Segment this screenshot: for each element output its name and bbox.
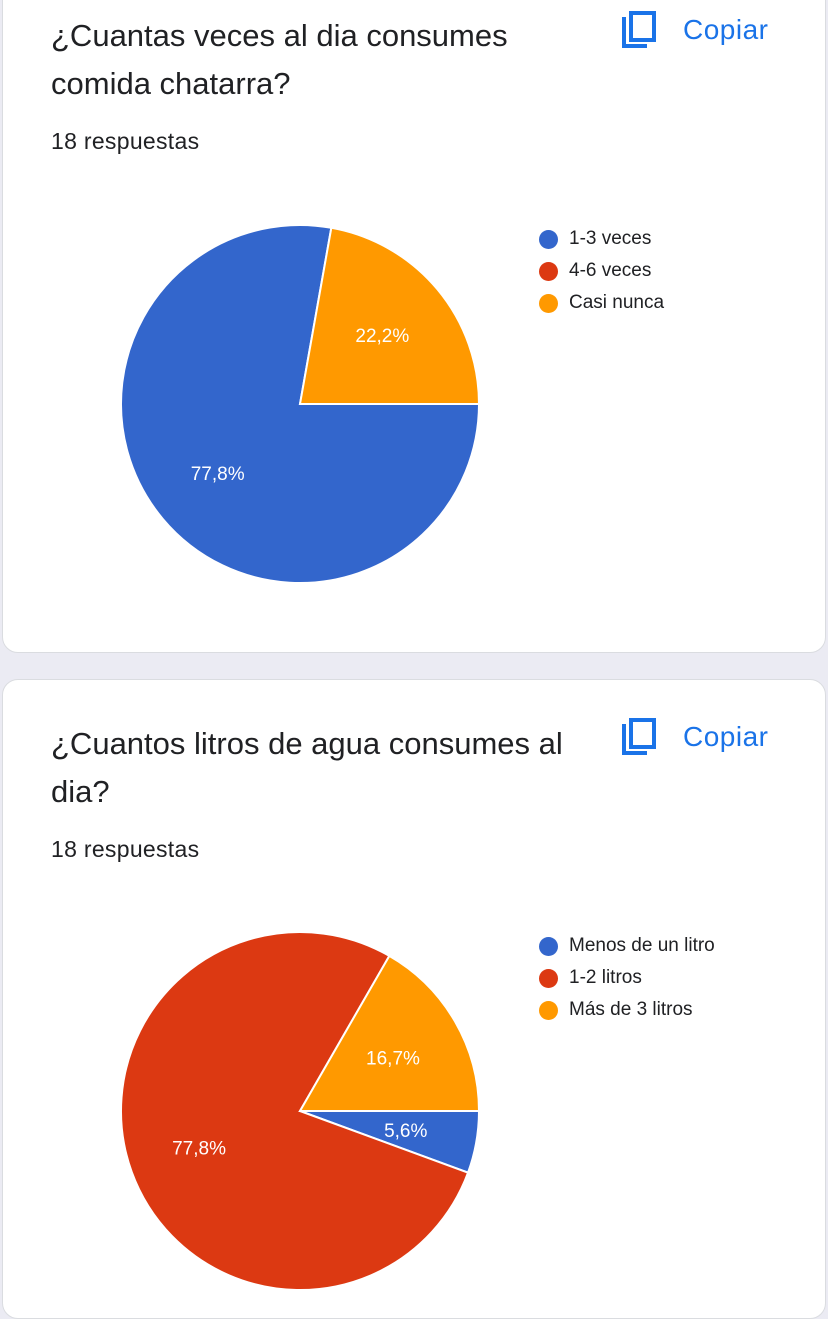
pie-chart: 5,6% 77,8% 16,7%	[120, 931, 481, 1291]
pie-slice-1-2-litros[interactable]	[120, 931, 470, 1291]
legend-item-4-6-veces[interactable]: 4-6 veces	[539, 255, 664, 287]
question-title: ¿Cuantos litros de agua consumes al dia?	[51, 726, 563, 809]
copy-icon	[621, 11, 657, 49]
legend-swatch	[539, 229, 558, 249]
legend-label: 1-2 litros	[569, 967, 642, 988]
response-count: 18 respuestas	[51, 836, 200, 862]
legend-swatch	[539, 1000, 558, 1020]
pie-value-label-1-3-veces: 77,8%	[191, 464, 245, 485]
legend-swatch	[539, 936, 558, 956]
pie-slice-1-3-veces[interactable]	[120, 224, 481, 584]
legend-label: Menos de un litro	[569, 935, 715, 956]
copy-label: Copiar	[683, 14, 769, 45]
legend-item-mas-de-3-litros[interactable]: Más de 3 litros	[539, 994, 715, 1026]
copy-chart-button[interactable]: Copiar	[621, 718, 768, 756]
legend-swatch	[539, 261, 558, 281]
legend-swatch	[539, 293, 558, 313]
response-count: 18 respuestas	[51, 128, 200, 154]
chart-legend: 1-3 veces 4-6 veces Casi nunca	[539, 223, 664, 319]
pie-value-label-casi-nunca: 22,2%	[355, 326, 409, 347]
copy-chart-button[interactable]: Copiar	[621, 11, 768, 49]
question-card-water: ¿Cuantos litros de agua consumes al dia?…	[2, 679, 826, 1319]
pie-value-label-menos-de-un-litro: 5,6%	[384, 1121, 427, 1142]
pie-slice-casi-nunca[interactable]	[298, 226, 481, 405]
question-card-junk-food: ¿Cuantas veces al dia consumes comida ch…	[2, 0, 826, 653]
legend-label: 4-6 veces	[569, 260, 652, 281]
legend-item-menos-de-un-litro[interactable]: Menos de un litro	[539, 930, 715, 962]
pie-value-label-mas-de-3-litros: 16,7%	[366, 1048, 420, 1069]
legend-label: 1-3 veces	[569, 228, 652, 249]
legend-item-1-3-veces[interactable]: 1-3 veces	[539, 223, 664, 255]
question-title: ¿Cuantas veces al dia consumes comida ch…	[51, 18, 508, 101]
chart-legend: Menos de un litro 1-2 litros Más de 3 litr…	[539, 930, 715, 1026]
legend-label: Casi nunca	[569, 292, 665, 313]
legend-item-casi-nunca[interactable]: Casi nunca	[539, 287, 664, 319]
legend-item-1-2-litros[interactable]: 1-2 litros	[539, 962, 715, 994]
pie-slice-mas-de-3-litros[interactable]	[298, 954, 481, 1112]
copy-icon	[621, 718, 657, 756]
legend-swatch	[539, 968, 558, 988]
copy-label: Copiar	[683, 721, 769, 752]
pie-chart: 77,8% 22,2%	[120, 224, 481, 584]
pie-value-label-1-2-litros: 77,8%	[172, 1139, 226, 1160]
legend-label: Más de 3 litros	[569, 999, 693, 1020]
